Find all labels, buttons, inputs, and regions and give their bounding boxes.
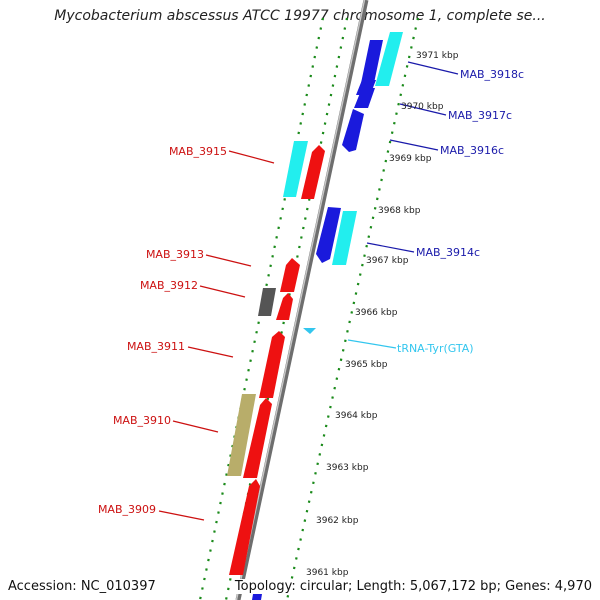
tick-label: 3964 kbp: [335, 411, 378, 421]
gene-features: [227, 32, 403, 600]
label-mab-3914c[interactable]: MAB_3914c: [416, 246, 480, 259]
gene-labels: MAB_3918c MAB_3917c MAB_3916c MAB_3915 M…: [98, 68, 524, 516]
right-dotted-track: [285, 17, 420, 600]
leader-mab-3909: [158, 510, 205, 521]
label-mab-3915[interactable]: MAB_3915: [169, 145, 227, 158]
tick-label: 3963 kbp: [326, 463, 369, 473]
accession-text: Accession: NC_010397: [8, 579, 156, 594]
leader-mab-3914c: [366, 242, 415, 253]
topology-text: Topology: circular; Length: 5,067,172 bp…: [234, 579, 592, 594]
leader-mab-3910: [172, 420, 219, 433]
map-title: Mycobacterium abscessus ATCC 19977 chrom…: [54, 8, 546, 24]
leader-mab-3918c: [407, 61, 459, 75]
gene-mab-3915-cyan[interactable]: [283, 141, 308, 197]
outer-left-dotted-track: [198, 17, 325, 600]
leader-mab-3916c: [389, 139, 439, 151]
gene-mab-3911[interactable]: [259, 331, 285, 398]
tick-label: 3971 kbp: [416, 51, 459, 61]
leader-lines: [158, 61, 459, 521]
tick-label: 3961 kbp: [306, 568, 349, 578]
gene-mab-3910-red[interactable]: [243, 398, 272, 478]
leader-mab-3917c: [399, 103, 447, 116]
label-mab-3912[interactable]: MAB_3912: [140, 279, 198, 292]
gene-mab-3914c-cyan[interactable]: [332, 211, 357, 265]
gene-mab-3913[interactable]: [280, 258, 300, 292]
tick-label: 3967 kbp: [366, 256, 409, 266]
gene-mab-3918c-segment-1[interactable]: [360, 40, 383, 88]
label-mab-3917c[interactable]: MAB_3917c: [448, 109, 512, 122]
gene-mab-3918c-cyan[interactable]: [375, 32, 403, 86]
chromosome-backbone: [235, 0, 369, 600]
gene-mab-3914c-blue[interactable]: [316, 207, 341, 263]
tick-label: 3965 kbp: [345, 360, 388, 370]
tick-label: 3968 kbp: [378, 206, 421, 216]
leader-mab-3911: [187, 346, 234, 358]
label-mab-3910[interactable]: MAB_3910: [113, 414, 171, 427]
leader-trna-tyr: [347, 339, 397, 349]
label-mab-3918c[interactable]: MAB_3918c: [460, 68, 524, 81]
tick-label: 3970 kbp: [401, 102, 444, 112]
gene-mab-3912-red[interactable]: [276, 293, 293, 320]
gene-mab-3915-red[interactable]: [301, 145, 325, 199]
tick-label: 3969 kbp: [389, 154, 432, 164]
label-mab-3911[interactable]: MAB_3911: [127, 340, 185, 353]
tick-label: 3966 kbp: [355, 308, 398, 318]
gene-mab-3916c[interactable]: [342, 109, 364, 152]
trna-tyr-marker[interactable]: [303, 328, 316, 334]
gene-mab-3918c-blue-tail[interactable]: [354, 88, 375, 108]
leader-mab-3912: [199, 285, 246, 298]
label-trna-tyr[interactable]: tRNA-Tyr(GTA): [397, 342, 474, 355]
gene-mab-3912-gray[interactable]: [258, 288, 276, 316]
label-mab-3913[interactable]: MAB_3913: [146, 248, 204, 261]
gene-mab-3909[interactable]: [229, 479, 260, 575]
label-mab-3909[interactable]: MAB_3909: [98, 503, 156, 516]
gene-mab-3910-olive[interactable]: [227, 394, 256, 476]
kbp-ticks: 3971 kbp 3970 kbp 3969 kbp 3968 kbp 3967…: [306, 51, 459, 578]
label-mab-3916c[interactable]: MAB_3916c: [440, 144, 504, 157]
leader-mab-3913: [205, 254, 252, 267]
leader-mab-3915: [228, 150, 275, 164]
tick-label: 3962 kbp: [316, 516, 359, 526]
